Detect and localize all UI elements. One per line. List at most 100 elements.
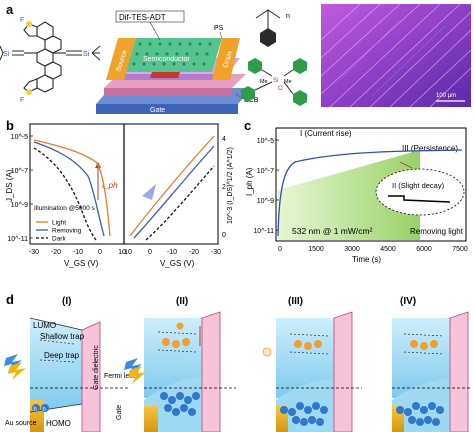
panel-b-xtick-right-2: -10 <box>167 249 177 256</box>
au-source-label: Au source <box>5 420 37 427</box>
curve-removing-right <box>133 145 215 239</box>
sub-label-4: (IV) <box>400 296 416 307</box>
curve-light-left <box>33 139 111 237</box>
band-diagram-3 <box>262 311 362 432</box>
band-diagram-4 <box>392 311 472 432</box>
panel-c-xticks: 0 1500 3000 4500 6000 7500 <box>278 246 468 253</box>
panel-c-xtick-2: 3000 <box>344 246 360 253</box>
panel-b-xtick-left-3: 0 <box>98 249 102 256</box>
hole-2: h <box>43 407 46 413</box>
illumination-line: Illumination @5000 s <box>34 205 96 212</box>
panel-c-ytick-2: 10^-9 <box>257 198 274 205</box>
panel-b-ytick-3: 10^-11 <box>7 236 28 243</box>
silicon-left: Si <box>3 51 10 58</box>
panel-c-yticks: 10^-5 10^-7 10^-9 10^-11 <box>253 138 279 235</box>
panel-b-right-yticks: 0 2 4 <box>222 136 226 239</box>
panel-b-ytick-1: 10^-7 <box>11 168 28 175</box>
sub-label-3: (III) <box>288 296 303 307</box>
curve-dark-left <box>33 147 97 241</box>
panel-b-xtick-right-0: 10 <box>124 249 132 256</box>
ofet-device-schematic: Gate BCB PS Semiconductor Source Drain <box>96 10 259 114</box>
legend-label-0: Light <box>52 220 66 227</box>
polymer-me-left: Me <box>260 79 268 85</box>
shallow-trap-label: Shallow trap <box>40 332 85 341</box>
panel-c-label: c <box>244 118 251 133</box>
panel-c-xtick-0: 0 <box>278 246 282 253</box>
panel-c-ytick-1: 10^-7 <box>257 168 274 175</box>
panel-b-xlabel-right: V_GS (V) <box>160 259 195 268</box>
optical-micrograph: 100 µm <box>320 3 472 108</box>
panel-b-xtick-right-1: 0 <box>148 249 152 256</box>
band-diagram-2 <box>124 311 236 432</box>
panel-b-xtick-left-2: -10 <box>73 249 83 256</box>
panel-b-xtick-left-4: 10 <box>118 249 126 256</box>
silicon-right: Si <box>83 51 90 58</box>
curve-dark-right <box>145 165 215 241</box>
panel-b-label: b <box>6 118 14 133</box>
panel-b-ytick-2: 10^-9 <box>11 202 28 209</box>
lightning-icon <box>4 354 26 380</box>
panel-d-label: d <box>6 292 14 307</box>
panel-b-xtick-left-0: -30 <box>29 249 39 256</box>
molecule-name: Dif-TES-ADT <box>119 13 166 22</box>
panel-c-xtick-3: 4500 <box>380 246 396 253</box>
fermi-level-label: Fermi level <box>104 373 139 380</box>
sub-label-1: (I) <box>62 296 71 307</box>
lightning-icon-2 <box>124 358 146 384</box>
sub-label-2: (II) <box>176 296 188 307</box>
curve-light-right <box>129 135 215 237</box>
semiconductor-label: Semiconductor <box>143 56 190 63</box>
panel-b-left-yticks: 10^-5 10^-7 10^-9 10^-11 <box>7 134 33 243</box>
panel-a-label: a <box>6 2 14 17</box>
legend-label-1: Removing <box>52 228 82 235</box>
homo-label: HOMO <box>46 419 71 428</box>
lumo-label: LUMO <box>33 321 56 330</box>
panel-c-xlabel: Time (s) <box>352 255 381 264</box>
fluorine-bottom: F <box>20 97 24 104</box>
polymer-structure: n Me Si O Me <box>241 9 307 106</box>
fluorine-top: F <box>20 17 24 24</box>
transfer-curve-plot: J_DS (A) 10^-3 (I_DS)^1/2 (A^1/2) V_GS (… <box>5 123 234 268</box>
panel-b-ylabel: J_DS (A) <box>5 169 14 202</box>
panel-b-xtick-right-4: -30 <box>211 249 221 256</box>
panel-b-xlabel-left: V_GS (V) <box>64 259 99 268</box>
polymer-o: O <box>278 86 283 92</box>
panel-b-curves <box>33 135 215 241</box>
panel-b-xtick-right-3: -20 <box>189 249 199 256</box>
gate-label-d: Gate <box>116 405 123 420</box>
region-2-label: II (Slight decay) <box>392 181 445 190</box>
iph-label: I_ph <box>102 181 118 190</box>
photocurrent-curve <box>277 149 463 237</box>
panel-c-xtick-4: 6000 <box>416 246 432 253</box>
panel-b-right-xticks: 10 0 -10 -20 -30 <box>124 249 221 256</box>
gate-dielectric-label: Gate dielectric <box>93 345 100 390</box>
hole-1: h <box>34 407 37 413</box>
panel-c-ylabel: I_ph (A) <box>245 167 254 196</box>
removing-light-label: Removing light <box>410 227 464 236</box>
panel-b-ytick-right-0: 0 <box>222 232 226 239</box>
deep-trap-label: Deep trap <box>44 351 80 360</box>
band-diagram-1: LUMO Shallow trap Deep trap HOMO Gate di… <box>4 317 139 432</box>
legend-label-2: Dark <box>52 236 66 243</box>
scale-bar-label: 100 µm <box>436 93 456 99</box>
ps-label: PS <box>214 25 224 32</box>
panel-c-xtick-5: 7500 <box>452 246 468 253</box>
polymer-n: n <box>286 13 290 20</box>
region-3-label: III (Persistence) <box>402 144 458 153</box>
polymer-me-right: Me <box>284 79 292 85</box>
panel-c-ytick-3: 10^-11 <box>253 228 274 235</box>
panel-b-ytick-right-1: 2 <box>222 184 226 191</box>
panel-b-left-xticks: -30 -20 -10 0 10 <box>29 249 126 256</box>
gate-label: Gate <box>150 107 165 114</box>
panel-b-xtick-left-1: -20 <box>51 249 61 256</box>
curve-removing-left <box>33 141 105 237</box>
dif-tes-adt-molecule: F F Si Si <box>0 17 101 104</box>
panel-b-ytick-0: 10^-5 <box>11 134 28 141</box>
panel-c-ytick-0: 10^-5 <box>257 138 274 145</box>
panel-b-ylabel-right: 10^-3 (I_DS)^1/2 (A^1/2) <box>227 147 234 224</box>
photocurrent-time-plot: I_ph (A) Time (s) I (Current rise) III (… <box>245 127 468 264</box>
panel-b-ytick-right-2: 4 <box>222 136 226 143</box>
polymer-si: Si <box>273 78 278 84</box>
panel-c-xtick-1: 1500 <box>308 246 324 253</box>
